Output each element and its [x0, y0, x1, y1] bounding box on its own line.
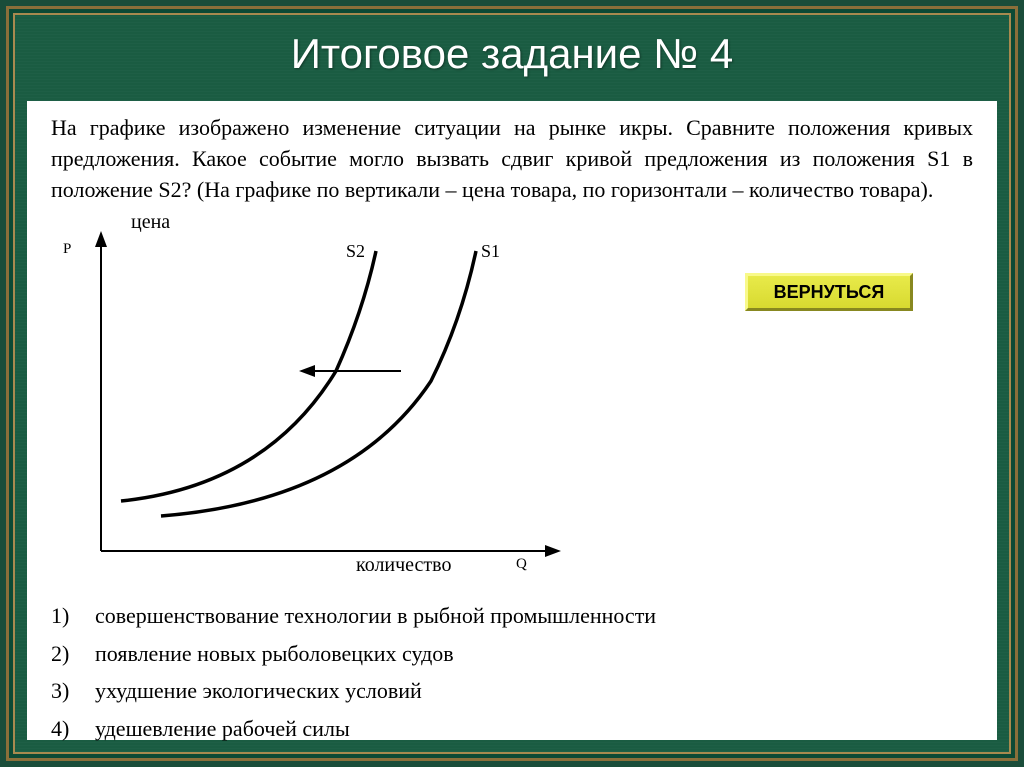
y-axis-symbol: P — [63, 241, 71, 258]
answer-num: 2) — [51, 635, 95, 672]
title-row: Итоговое задание № 4 — [15, 15, 1009, 93]
answer-text: совершенствование технологии в рыбной пр… — [95, 597, 656, 634]
return-button-label: ВЕРНУТЬСЯ — [774, 282, 885, 303]
page-title: Итоговое задание № 4 — [291, 30, 734, 78]
board-surface: Итоговое задание № 4 На графике изображе… — [13, 13, 1011, 754]
answer-option: 4) удешевление рабочей силы — [51, 710, 973, 747]
chart-svg — [81, 231, 581, 576]
x-axis-symbol: Q — [516, 556, 527, 573]
answer-num: 3) — [51, 672, 95, 709]
answer-text: появление новых рыболовецких судов — [95, 635, 454, 672]
answer-num: 1) — [51, 597, 95, 634]
answer-text: удешевление рабочей силы — [95, 710, 350, 747]
board-frame: Итоговое задание № 4 На графике изображе… — [6, 6, 1018, 761]
answer-num: 4) — [51, 710, 95, 747]
answers-list: 1) совершенствование технологии в рыбной… — [51, 597, 973, 747]
question-text: На графике изображено изменение ситуации… — [51, 113, 973, 205]
supply-chart: цена P S2 S1 — [51, 211, 973, 591]
answer-option: 2) появление новых рыболовецких судов — [51, 635, 973, 672]
return-button[interactable]: ВЕРНУТЬСЯ — [745, 273, 913, 311]
answer-option: 1) совершенствование технологии в рыбной… — [51, 597, 973, 634]
answer-text: ухудшение экологических условий — [95, 672, 422, 709]
content-panel: На графике изображено изменение ситуации… — [27, 101, 997, 740]
x-axis-label: количество — [356, 554, 451, 577]
answer-option: 3) ухудшение экологических условий — [51, 672, 973, 709]
